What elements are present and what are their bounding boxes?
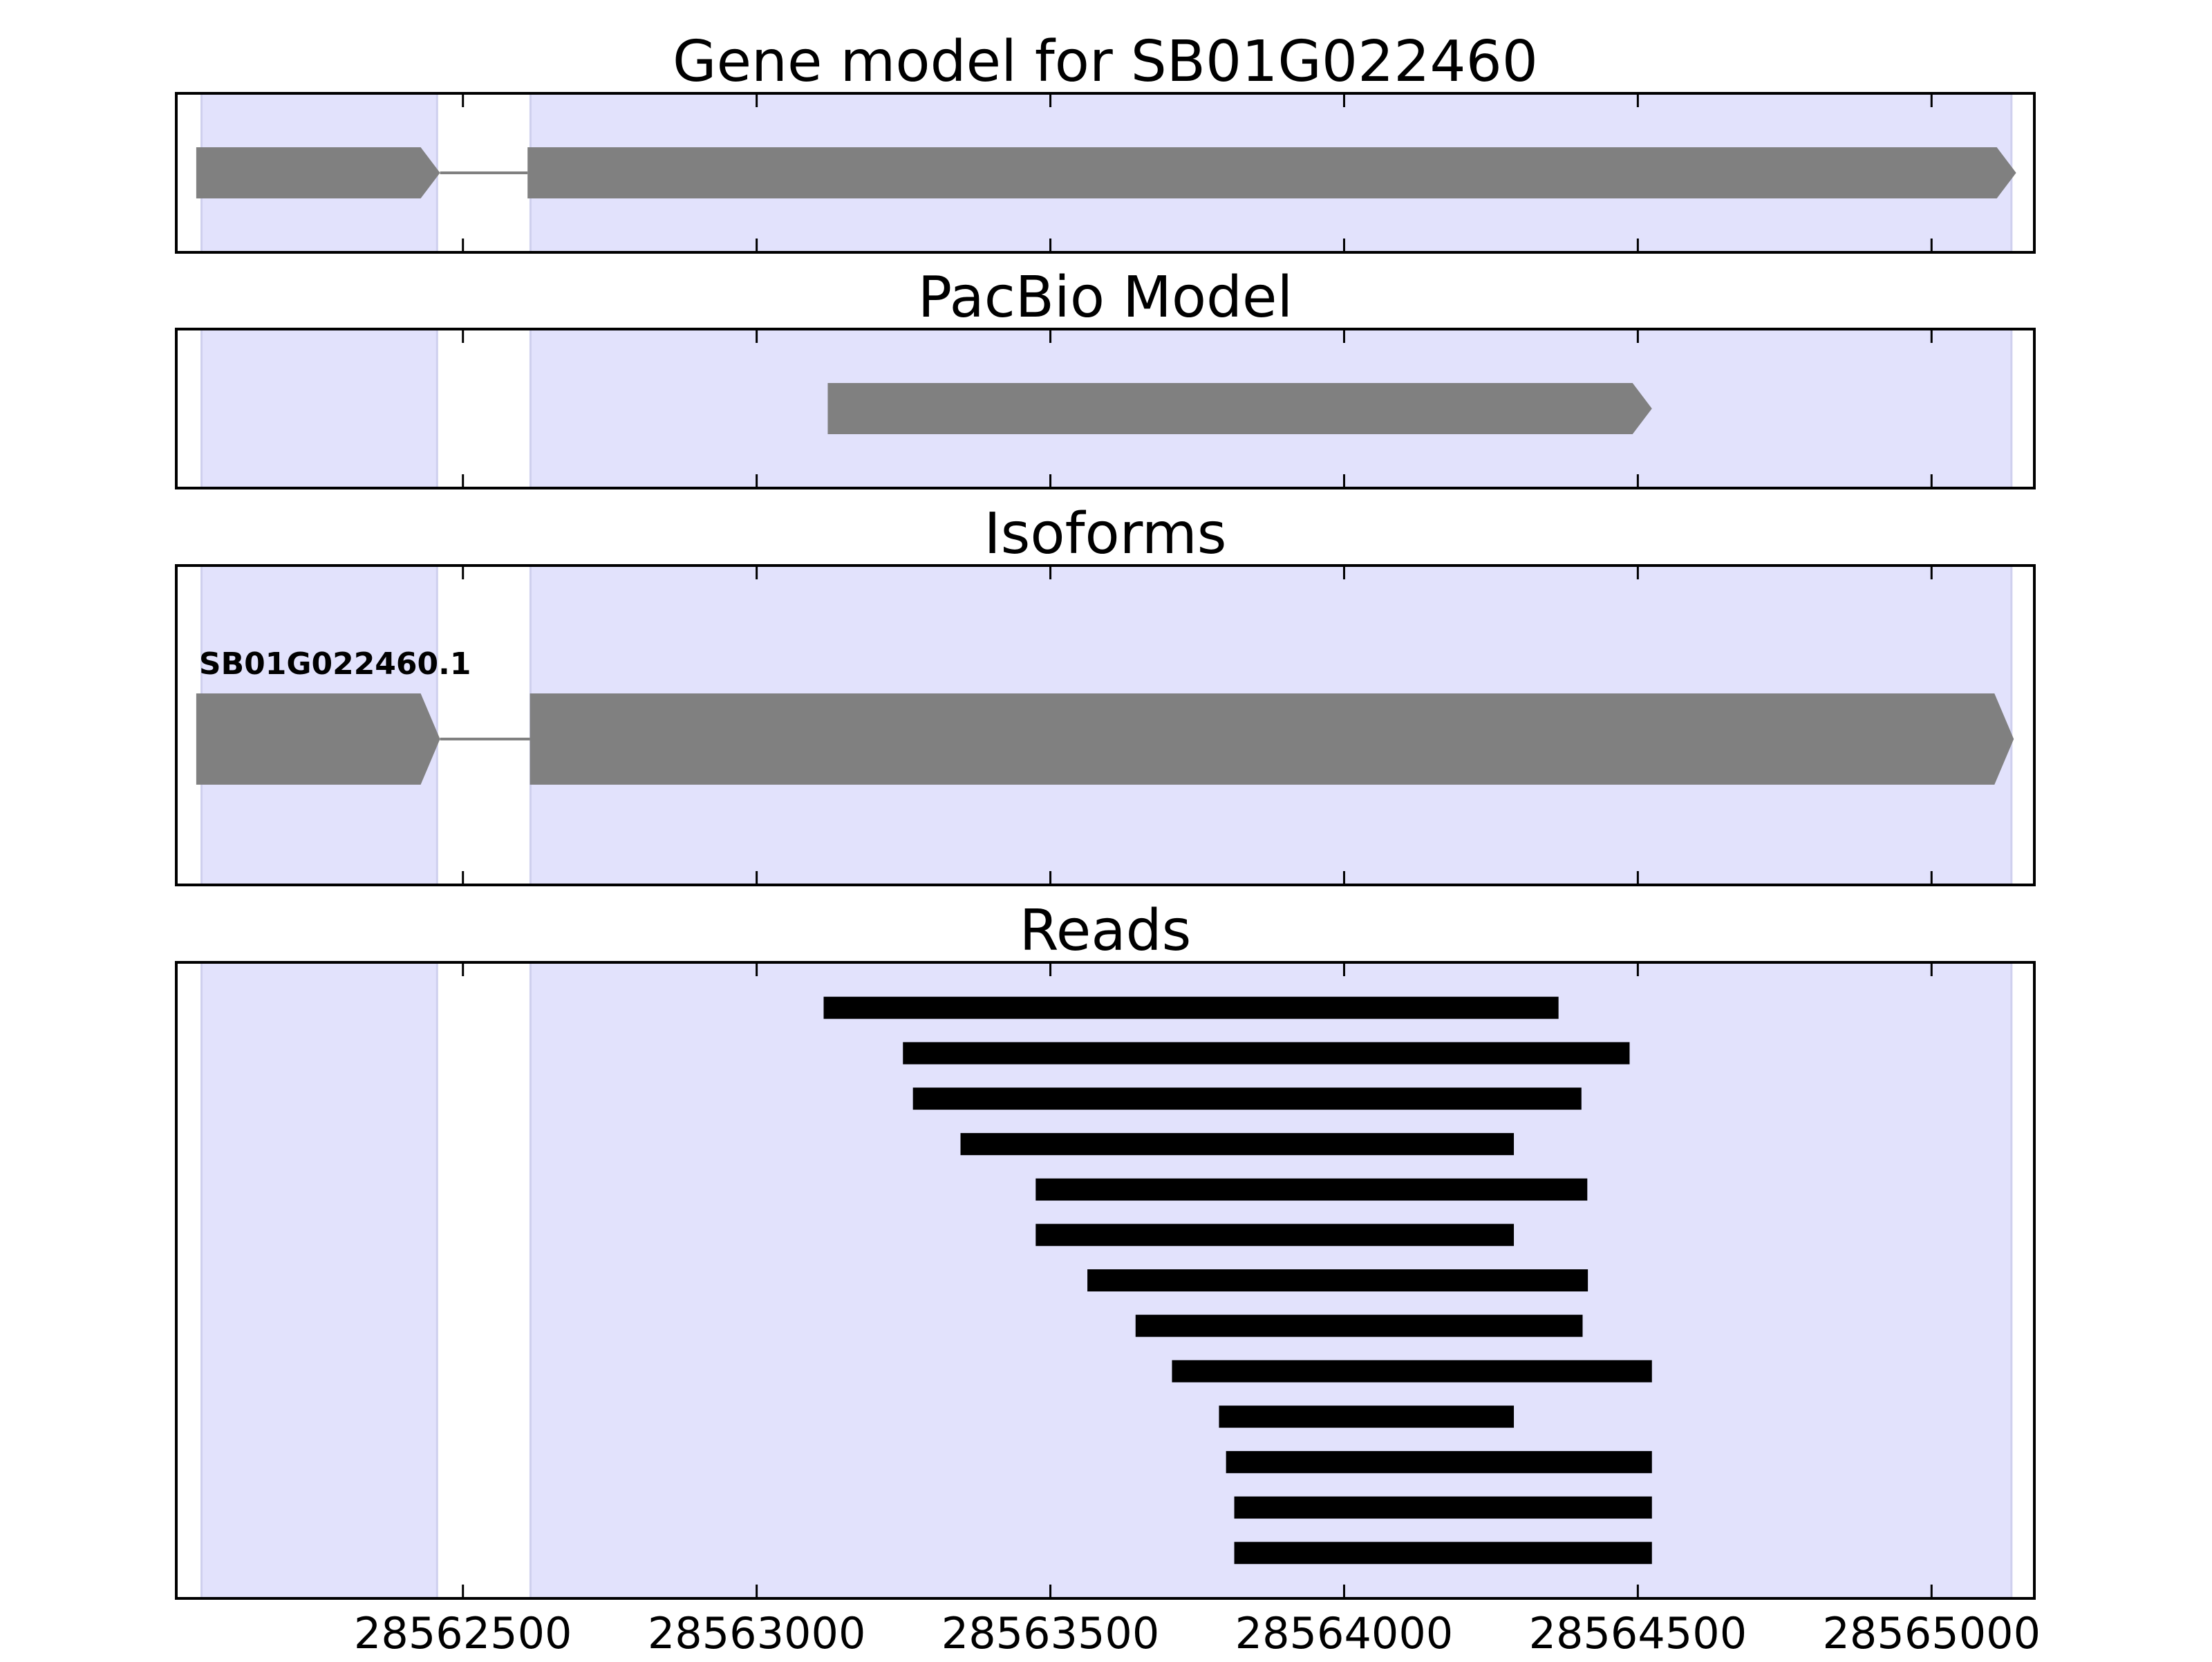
x-tick-label: 28564500 [1529,1608,1747,1659]
panel-title: Gene model for SB01G022460 [673,29,1538,95]
x-tick-label: 28563500 [941,1608,1160,1659]
exon-shade [200,328,438,489]
read [960,1132,1515,1155]
axes-frame [175,328,2036,489]
panel-title: Isoforms [984,501,1227,567]
exon-shade [200,961,438,1600]
read [1035,1178,1588,1201]
read [1087,1269,1588,1291]
x-tick-label: 28562500 [354,1608,572,1659]
axes-frame [175,961,2036,1600]
x-tick-label: 28564000 [1235,1608,1454,1659]
read [1035,1224,1515,1246]
exon [529,693,2014,785]
x-tick-label: 28563000 [648,1608,866,1659]
axes-frame [175,564,2036,886]
read [1226,1450,1652,1473]
read [823,996,1559,1019]
read [1219,1406,1515,1428]
read [1234,1542,1652,1565]
isoform-label: SB01G022460.1 [199,646,471,682]
read [903,1042,1630,1065]
read [1234,1496,1652,1519]
axes-frame [175,92,2036,254]
exon [196,693,440,785]
x-tick-label: 28565000 [1822,1608,2041,1659]
exon [527,147,2016,198]
read [1135,1314,1583,1337]
read [1172,1360,1652,1383]
panel-title: PacBio Model [918,265,1293,330]
panel-title: Reads [1020,898,1192,964]
exon [196,147,440,198]
read [912,1087,1582,1110]
exon [827,383,1652,434]
